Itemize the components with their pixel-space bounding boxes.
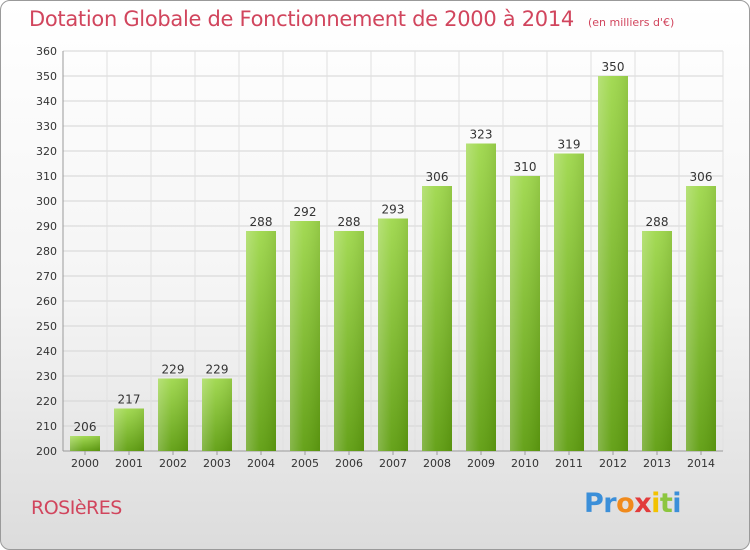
logo-letter: t	[659, 488, 673, 519]
chart-title: Dotation Globale de Fonctionnement de 20…	[29, 7, 674, 31]
y-tick-label: 310	[36, 170, 57, 183]
bar-shine-2013	[642, 231, 672, 451]
bar-shine-2006	[334, 231, 364, 451]
value-label-2012: 350	[602, 60, 625, 74]
bar-shine-2014	[686, 186, 716, 451]
value-label-2009: 323	[470, 128, 493, 142]
y-tick-label: 360	[36, 45, 57, 58]
bar-shine-2011	[554, 153, 584, 451]
y-tick-label: 330	[36, 120, 57, 133]
y-tick-label: 280	[36, 245, 57, 258]
bar-shine-2005	[290, 221, 320, 451]
value-label-2000: 206	[74, 420, 97, 434]
value-label-2004: 288	[250, 215, 273, 229]
x-tick-label: 2005	[291, 457, 319, 470]
value-label-2008: 306	[426, 170, 449, 184]
x-tick-label: 2012	[599, 457, 627, 470]
x-tick-label: 2002	[159, 457, 187, 470]
bar-shine-2002	[158, 378, 188, 451]
value-label-2003: 229	[206, 363, 229, 377]
x-tick-label: 2014	[687, 457, 715, 470]
bar-shine-2007	[378, 218, 408, 451]
city-name: ROSIèRES	[31, 497, 122, 519]
value-label-2013: 288	[646, 215, 669, 229]
chart-subtitle: (en milliers d'€)	[587, 16, 675, 29]
bar-shine-2009	[466, 143, 496, 451]
x-tick-label: 2003	[203, 457, 231, 470]
value-label-2014: 306	[690, 170, 713, 184]
bar-shine-2010	[510, 176, 540, 451]
x-tick-label: 2011	[555, 457, 583, 470]
value-label-2011: 319	[558, 138, 581, 152]
x-tick-label: 2000	[71, 457, 99, 470]
proxiti-logo[interactable]: Proxiti	[584, 488, 682, 519]
value-label-2006: 288	[338, 215, 361, 229]
y-tick-label: 210	[36, 420, 57, 433]
y-tick-label: 350	[36, 70, 57, 83]
y-tick-label: 250	[36, 320, 57, 333]
bar-shine-2008	[422, 186, 452, 451]
x-tick-label: 2007	[379, 457, 407, 470]
y-tick-label: 300	[36, 195, 57, 208]
bar-shine-2004	[246, 231, 276, 451]
bar-shine-2001	[114, 408, 144, 451]
value-label-2007: 293	[382, 203, 405, 217]
x-tick-label: 2001	[115, 457, 143, 470]
y-tick-label: 340	[36, 95, 57, 108]
logo-letter: i	[672, 488, 682, 519]
x-tick-label: 2010	[511, 457, 539, 470]
value-label-2005: 292	[294, 205, 317, 219]
bar-shine-2000	[70, 436, 100, 451]
chart-title-text: Dotation Globale de Fonctionnement de 20…	[29, 7, 574, 31]
y-tick-label: 270	[36, 270, 57, 283]
bars	[70, 76, 716, 451]
value-label-2010: 310	[514, 160, 537, 174]
y-tick-label: 240	[36, 345, 57, 358]
y-tick-label: 200	[36, 445, 57, 458]
x-tick-label: 2009	[467, 457, 495, 470]
logo-letter: P	[584, 488, 604, 519]
value-labels: 206 217 229 229 288 292 288 293 306 323 310 319 350 2…	[74, 60, 713, 434]
value-label-2001: 217	[118, 393, 141, 407]
y-tick-label: 230	[36, 370, 57, 383]
y-tick-label: 260	[36, 295, 57, 308]
y-tick-label: 320	[36, 145, 57, 158]
logo-letter: x	[634, 488, 652, 519]
x-tick-label: 2006	[335, 457, 363, 470]
logo-letter: i	[651, 488, 660, 519]
logo-letter: o	[616, 488, 635, 519]
bar-shine-2003	[202, 378, 232, 451]
x-tick-label: 2004	[247, 457, 275, 470]
axes: 200 210 220 230 240 250 260 270 280 290 300 310 320 3…	[36, 45, 723, 470]
bar-shine-2012	[598, 76, 628, 451]
logo-letter: r	[603, 488, 617, 519]
value-label-2002: 229	[162, 363, 185, 377]
x-tick-label: 2013	[643, 457, 671, 470]
x-tick-label: 2008	[423, 457, 451, 470]
y-tick-label: 220	[36, 395, 57, 408]
y-tick-label: 290	[36, 220, 57, 233]
